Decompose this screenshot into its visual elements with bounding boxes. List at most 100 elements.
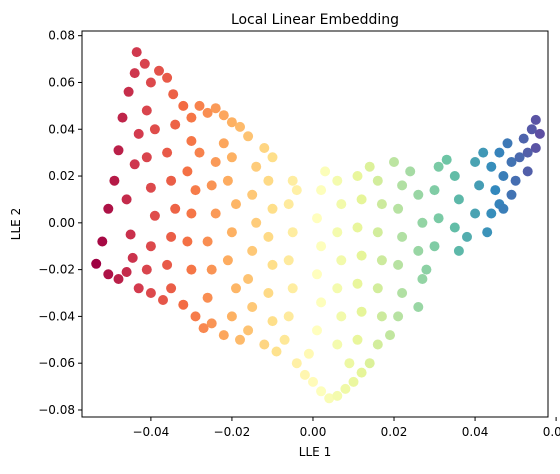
data-point bbox=[522, 166, 533, 177]
data-point bbox=[324, 393, 335, 404]
x-axis: −0.04 −0.02 0.00 0.02 0.04 0.06 bbox=[132, 417, 560, 439]
y-tick-label: −0.04 bbox=[38, 309, 75, 323]
data-point bbox=[287, 175, 298, 186]
data-point bbox=[149, 124, 160, 135]
data-point bbox=[352, 171, 363, 181]
data-point bbox=[186, 208, 197, 219]
y-tick-label: 0.00 bbox=[48, 216, 75, 230]
data-point bbox=[498, 171, 509, 181]
data-point bbox=[186, 136, 197, 146]
data-point bbox=[182, 166, 193, 177]
data-point bbox=[453, 194, 464, 205]
data-point bbox=[145, 241, 156, 252]
data-point bbox=[320, 166, 331, 177]
data-point bbox=[332, 175, 343, 186]
data-point bbox=[502, 138, 513, 149]
data-point bbox=[91, 258, 102, 269]
data-point bbox=[267, 152, 278, 163]
data-point bbox=[259, 143, 270, 153]
data-point bbox=[316, 297, 327, 308]
data-point bbox=[267, 259, 278, 270]
data-point bbox=[530, 114, 541, 125]
data-point bbox=[470, 157, 481, 167]
data-point bbox=[129, 68, 140, 79]
data-point bbox=[336, 199, 347, 210]
data-point bbox=[312, 269, 322, 280]
data-point bbox=[186, 264, 197, 275]
data-point bbox=[389, 157, 399, 167]
y-tick-label: −0.08 bbox=[38, 403, 75, 417]
data-point bbox=[109, 175, 120, 186]
data-point bbox=[226, 227, 237, 238]
data-point bbox=[372, 339, 383, 350]
data-point bbox=[490, 185, 501, 196]
data-point bbox=[506, 157, 517, 167]
data-point bbox=[194, 147, 205, 158]
data-point bbox=[441, 154, 452, 165]
data-point bbox=[190, 311, 201, 322]
data-point bbox=[397, 180, 408, 191]
data-point bbox=[218, 110, 229, 121]
data-point bbox=[263, 175, 274, 186]
data-point bbox=[218, 330, 229, 341]
data-point bbox=[226, 311, 237, 322]
data-point bbox=[166, 283, 177, 294]
data-point bbox=[231, 283, 241, 294]
data-point bbox=[154, 65, 164, 76]
x-tick-label: 0.06 bbox=[543, 425, 560, 439]
data-point bbox=[170, 119, 181, 130]
data-point bbox=[312, 325, 322, 336]
data-point bbox=[267, 316, 278, 327]
data-point bbox=[206, 318, 217, 329]
data-point bbox=[413, 189, 424, 200]
data-point bbox=[222, 175, 233, 186]
data-point bbox=[397, 231, 408, 242]
data-point bbox=[131, 47, 142, 58]
x-tick-label: −0.02 bbox=[214, 425, 251, 439]
data-point bbox=[283, 311, 294, 322]
data-point bbox=[129, 159, 140, 170]
data-point bbox=[133, 128, 144, 139]
data-point bbox=[405, 166, 416, 177]
data-point bbox=[287, 283, 298, 294]
data-point bbox=[299, 369, 310, 380]
data-point bbox=[510, 175, 521, 186]
x-tick-label: 0.02 bbox=[381, 425, 408, 439]
data-point bbox=[486, 208, 497, 219]
y-tick-label: −0.02 bbox=[38, 263, 75, 277]
data-point bbox=[235, 334, 245, 345]
data-point bbox=[283, 199, 294, 210]
data-point bbox=[190, 185, 201, 196]
data-point bbox=[141, 264, 152, 275]
data-point bbox=[393, 203, 404, 214]
y-axis: 0.08 0.06 0.04 0.02 0.00 −0.02 −0.04 −0.06 −0.08 bbox=[38, 29, 82, 417]
y-tick-label: 0.02 bbox=[48, 169, 75, 183]
data-point bbox=[376, 311, 387, 322]
data-point bbox=[235, 121, 245, 132]
data-point bbox=[178, 299, 189, 310]
data-point bbox=[486, 161, 497, 172]
data-point bbox=[123, 86, 134, 97]
data-point bbox=[139, 58, 150, 69]
y-tick-label: −0.06 bbox=[38, 356, 75, 370]
data-point bbox=[113, 145, 124, 156]
data-point bbox=[332, 390, 343, 401]
data-point bbox=[202, 292, 213, 303]
data-point bbox=[247, 189, 258, 200]
data-point bbox=[218, 138, 229, 149]
chart-title: Local Linear Embedding bbox=[231, 12, 399, 28]
data-point bbox=[259, 339, 270, 350]
data-point bbox=[518, 133, 529, 144]
data-point bbox=[534, 128, 545, 139]
data-point bbox=[449, 171, 460, 181]
data-point bbox=[162, 259, 173, 270]
data-point bbox=[145, 77, 156, 88]
data-point bbox=[158, 295, 168, 305]
data-point bbox=[226, 117, 237, 128]
data-point bbox=[433, 161, 444, 172]
data-point bbox=[210, 208, 221, 219]
data-point bbox=[198, 323, 209, 334]
data-point bbox=[429, 185, 440, 196]
data-point bbox=[145, 288, 156, 298]
